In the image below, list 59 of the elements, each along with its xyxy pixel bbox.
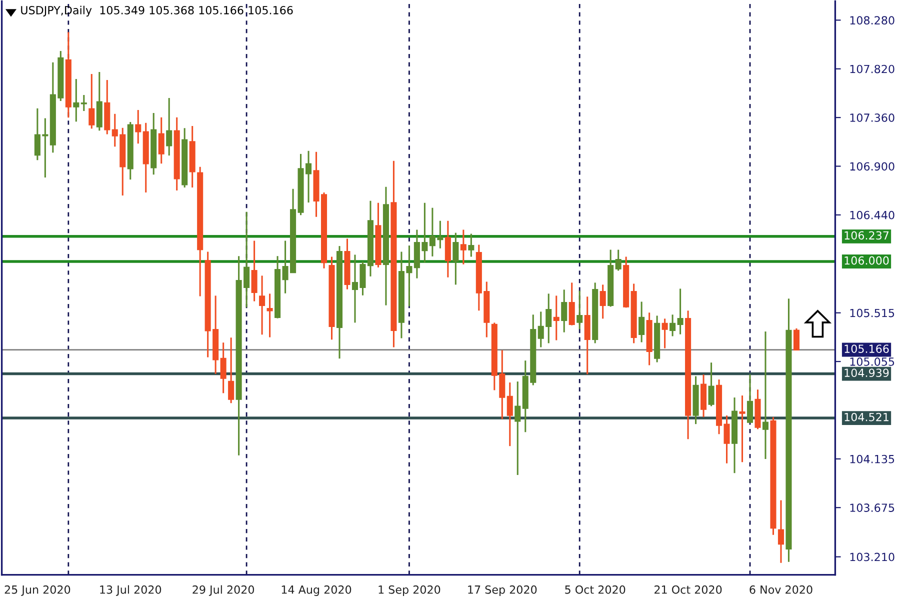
x-tick-label: 6 Nov 2020 xyxy=(750,585,812,594)
candlestick xyxy=(584,296,590,375)
candlestick xyxy=(266,292,273,338)
candlestick xyxy=(662,318,668,350)
candlestick xyxy=(80,94,87,112)
ref-line-label: 104.939 xyxy=(844,368,889,378)
candlestick xyxy=(135,109,142,144)
candlestick xyxy=(615,248,622,272)
y-tick-label: 107.360 xyxy=(850,114,894,122)
candlestick xyxy=(762,330,769,460)
candlestick xyxy=(460,228,466,266)
candlestick xyxy=(670,314,676,337)
candlestick xyxy=(553,294,560,341)
candlestick xyxy=(568,282,575,326)
candlestick xyxy=(452,232,459,286)
candlestick xyxy=(228,336,234,404)
y-tick-label: 103.675 xyxy=(850,504,894,512)
candlestick xyxy=(259,274,266,336)
y-tick-label: 108.280 xyxy=(850,16,894,25)
y-tick-label: 106.440 xyxy=(850,210,894,220)
ref-line-label: 105.166 xyxy=(844,344,889,353)
x-tick-label: 14 Aug 2020 xyxy=(282,585,352,596)
x-tick-label: 1 Sep 2020 xyxy=(378,585,440,596)
y-tick-label: 105.055 xyxy=(850,357,894,366)
candlestick xyxy=(746,374,754,424)
candlestick xyxy=(739,394,746,463)
y-tick-label: 107.820 xyxy=(850,64,894,74)
x-tick-label: 21 Oct 2020 xyxy=(654,585,722,594)
candlestick xyxy=(468,232,474,258)
candlestick xyxy=(166,97,172,156)
candlestick xyxy=(793,328,800,351)
candlestick xyxy=(638,300,645,344)
ref-line-label: 106.000 xyxy=(844,256,889,265)
candlestick xyxy=(88,73,95,130)
x-tick-label: 5 Oct 2020 xyxy=(565,585,626,594)
candlestick xyxy=(576,290,583,330)
candlestick xyxy=(561,288,568,334)
candlestick xyxy=(514,380,521,476)
x-tick-label: 17 Sep 2020 xyxy=(468,585,537,596)
x-tick-label: 29 Jul 2020 xyxy=(192,585,254,596)
candlestick xyxy=(158,116,164,164)
chart-title: USDJPY,Daily 105.349 105.368 105.166 105.166 xyxy=(21,6,293,17)
candlestick xyxy=(600,284,606,320)
y-tick-label: 103.210 xyxy=(850,552,894,562)
x-tick-label: 25 Jun 2020 xyxy=(4,585,70,596)
candlestick xyxy=(444,220,451,278)
candlestick xyxy=(708,362,714,407)
y-tick-label: 105.515 xyxy=(850,308,894,318)
y-tick-label: 106.900 xyxy=(850,162,894,171)
x-tick-label: 13 Jul 2020 xyxy=(100,585,162,596)
ref-line-label: 106.237 xyxy=(844,231,889,240)
candlestick xyxy=(251,240,258,302)
candlestick xyxy=(506,382,513,447)
candlestick xyxy=(73,78,80,122)
candlestick xyxy=(677,288,684,336)
candlestick xyxy=(778,500,784,564)
y-tick-label: 104.135 xyxy=(850,454,894,464)
candlestick xyxy=(220,342,226,394)
ref-line-label: 104.521 xyxy=(844,412,888,422)
